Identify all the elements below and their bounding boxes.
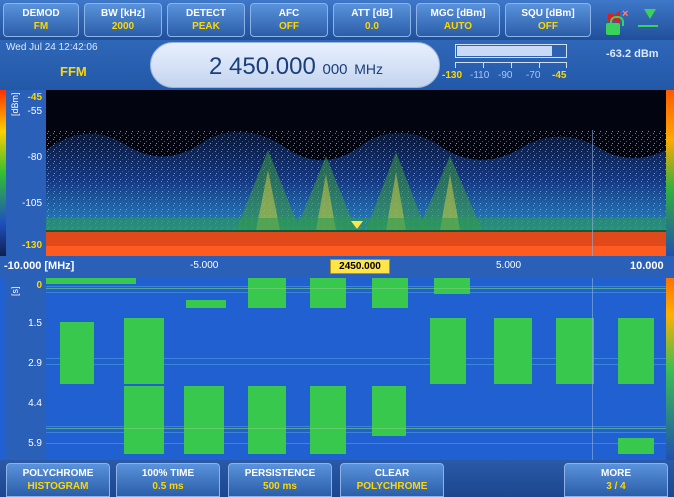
top-menu-bar: DEMOD FM BW [kHz] 2000 DETECT PEAK AFC O… bbox=[0, 0, 674, 40]
softkey-label: CLEAR bbox=[374, 468, 410, 479]
spectrum-right-strip bbox=[666, 90, 674, 256]
spectrum-y-label: -130 bbox=[21, 240, 42, 251]
mgc-label: MGC [dBm] bbox=[430, 8, 486, 19]
softkey-value: POLYCHROME bbox=[356, 481, 428, 492]
frequency-display[interactable]: 2 450.000 000 MHz bbox=[150, 42, 440, 88]
polychrome-histogram-softkey[interactable]: POLYCHROME HISTOGRAM bbox=[6, 463, 110, 497]
waterfall-y-label: 1.5 bbox=[28, 318, 42, 329]
softkey-value: HISTOGRAM bbox=[27, 481, 89, 492]
waterfall-y-label: 5.9 bbox=[28, 438, 42, 449]
waterfall-plot[interactable] bbox=[46, 278, 666, 460]
attenuation-label: ATT [dB] bbox=[351, 8, 393, 19]
softkey-label: POLYCHROME bbox=[22, 468, 94, 479]
mgc-value: AUTO bbox=[443, 21, 473, 32]
datetime: Wed Jul 24 12:42:06 bbox=[6, 42, 98, 53]
afc-label: AFC bbox=[278, 8, 300, 19]
lock-icon bbox=[606, 23, 620, 35]
waterfall-colorbar bbox=[0, 278, 6, 460]
softkey-label: 100% TIME bbox=[141, 468, 195, 479]
info-row: Wed Jul 24 12:42:06 FFM 2 450.000 000 MH… bbox=[0, 40, 674, 90]
spectrum-y-label: -45 bbox=[27, 92, 42, 103]
freq-axis-start: -10.000 [MHz] bbox=[4, 260, 75, 272]
freq-axis-end: 10.000 bbox=[630, 260, 664, 272]
softkey-label: MORE bbox=[601, 468, 631, 479]
level-scale-max: -45 bbox=[552, 70, 567, 81]
level-scale-3: -90 bbox=[498, 70, 513, 81]
frequency-sub: 000 bbox=[322, 61, 348, 78]
level-fill bbox=[457, 46, 552, 56]
spectrum-y-axis: [dBm] -45 -55 -80 -105 -130 bbox=[0, 90, 46, 256]
softkey-value: 3 / 4 bbox=[606, 481, 626, 492]
usb-icon bbox=[638, 25, 658, 27]
status-icons: × bbox=[596, 3, 670, 37]
afc-value: OFF bbox=[279, 21, 299, 32]
spectrum-panel: [dBm] -45 -55 -80 -105 -130 bbox=[0, 90, 674, 256]
spectrum-y-label: -105 bbox=[21, 198, 42, 209]
mgc-button[interactable]: MGC [dBm] AUTO bbox=[416, 3, 500, 37]
spectrum-plot[interactable] bbox=[46, 90, 666, 256]
detect-button[interactable]: DETECT PEAK bbox=[167, 3, 245, 37]
waterfall-svg bbox=[46, 278, 666, 460]
demod-value: FM bbox=[33, 21, 49, 32]
clear-polychrome-softkey[interactable]: CLEAR POLYCHROME bbox=[340, 463, 444, 497]
spectrum-y-label: -55 bbox=[27, 106, 42, 117]
softkey-value: 500 ms bbox=[263, 481, 297, 492]
waterfall-y-label: 4.4 bbox=[28, 398, 42, 409]
detect-value: PEAK bbox=[192, 21, 220, 32]
freq-axis-label: 5.000 bbox=[496, 260, 522, 271]
waterfall-right-strip bbox=[666, 278, 674, 460]
squelch-label: SQU [dBm] bbox=[521, 8, 575, 19]
softkey-label: PERSISTENCE bbox=[244, 468, 316, 479]
attenuation-button[interactable]: ATT [dB] 0.0 bbox=[333, 3, 411, 37]
squelch-button[interactable]: SQU [dBm] OFF bbox=[505, 3, 591, 37]
frequency-axis: -10.000 [MHz] -5.000 2450.000 5.000 10.0… bbox=[0, 256, 674, 278]
more-softkey[interactable]: MORE 3 / 4 bbox=[564, 463, 668, 497]
level-ticks bbox=[455, 62, 567, 69]
spectrum-colorbar bbox=[0, 90, 6, 256]
level-bar bbox=[455, 44, 567, 58]
lock-shackle bbox=[610, 16, 624, 26]
level-scale-2: -110 bbox=[470, 70, 490, 81]
softkey-value: 0.5 ms bbox=[152, 481, 184, 492]
persistence-softkey[interactable]: PERSISTENCE 500 ms bbox=[228, 463, 332, 497]
bandwidth-button[interactable]: BW [kHz] 2000 bbox=[84, 3, 162, 37]
demod-label: DEMOD bbox=[22, 8, 60, 19]
level-scale-min: -130 bbox=[442, 70, 463, 81]
time-softkey[interactable]: 100% TIME 0.5 ms bbox=[116, 463, 220, 497]
frequency-main: 2 450.000 bbox=[209, 53, 316, 80]
afc-button[interactable]: AFC OFF bbox=[250, 3, 328, 37]
bandwidth-value: 2000 bbox=[111, 21, 135, 32]
freq-axis-label: -5.000 bbox=[190, 260, 219, 271]
spectrum-svg bbox=[46, 130, 666, 256]
spectrum-y-label: -80 bbox=[27, 152, 42, 163]
detect-label: DETECT bbox=[186, 8, 226, 19]
level-scale-4: -70 bbox=[526, 70, 541, 81]
triangle-indicator-icon bbox=[644, 9, 656, 19]
demod-button[interactable]: DEMOD FM bbox=[3, 3, 79, 37]
spectrum-y-unit: [dBm] bbox=[10, 92, 20, 116]
level-readout: -63.2 dBm bbox=[606, 48, 659, 60]
waterfall-y-axis: [s] 0 1.5 2.9 4.4 5.9 bbox=[0, 278, 46, 460]
mode-label: FFM bbox=[60, 64, 87, 79]
bandwidth-label: BW [kHz] bbox=[101, 8, 145, 19]
waterfall-y-label: 0 bbox=[36, 280, 42, 291]
attenuation-value: 0.0 bbox=[365, 21, 379, 32]
frequency-unit: MHz bbox=[354, 61, 383, 77]
squelch-value: OFF bbox=[538, 21, 558, 32]
waterfall-y-unit: [s] bbox=[10, 286, 20, 296]
frequency-text: 2 450.000 000 MHz bbox=[151, 53, 441, 81]
center-frequency-marker[interactable]: 2450.000 bbox=[330, 259, 390, 274]
waterfall-y-label: 2.9 bbox=[28, 358, 42, 369]
softkey-bar: POLYCHROME HISTOGRAM 100% TIME 0.5 ms PE… bbox=[0, 460, 674, 497]
waterfall-panel: [s] 0 1.5 2.9 4.4 5.9 bbox=[0, 278, 674, 460]
